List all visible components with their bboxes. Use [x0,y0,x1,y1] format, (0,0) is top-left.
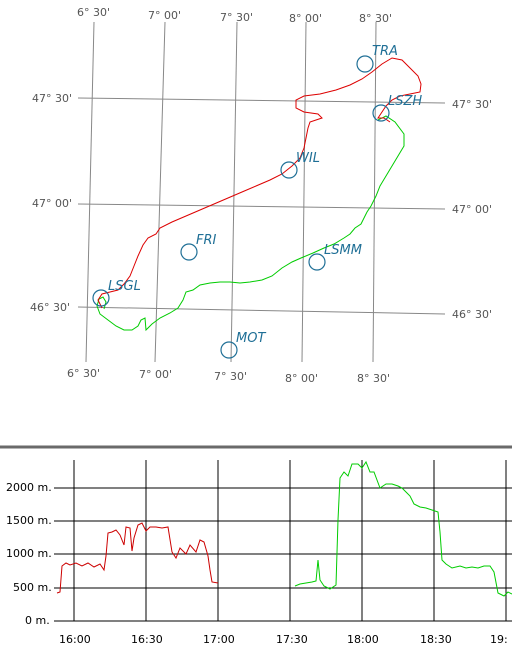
altitude-grid [54,487,512,622]
lat-label-right: 47° 00' [452,203,492,216]
return-track [96,115,405,332]
waypoint-lsmm-marker[interactable] [308,253,326,271]
waypoint-label: LSMM [324,243,362,258]
lon-label-bottom: 8° 30' [357,372,390,385]
longitude-grid [85,21,377,363]
time-axis-label: 17:30 [276,633,308,646]
waypoint-label: TRA [372,44,398,59]
waypoints [92,55,390,359]
lon-label-bottom: 7° 00' [139,368,172,381]
lon-label-bottom: 8° 00' [285,372,318,385]
waypoint-fri-marker[interactable] [180,243,198,261]
time-axis-label: 18:00 [347,633,379,646]
return-altitude-line [294,460,512,597]
altitude-axis-label: 0 m. [25,614,50,627]
waypoint-label: LSZH [388,94,422,109]
outbound-altitude-line [56,522,219,594]
time-axis-label: 19: [490,633,508,646]
outbound-track [97,57,422,309]
lon-label-top: 7° 00' [148,9,181,22]
lon-label-top: 7° 30' [220,11,253,24]
waypoint-tra-marker[interactable] [356,55,374,73]
meridian-8-00 [301,21,307,363]
altitude-axis-label: 2000 m. [6,481,52,494]
meridian-7-30 [230,21,238,363]
lat-label-left: 46° 30' [30,301,70,314]
altitude-axis-label: 1000 m. [6,547,52,560]
meridian-8-30 [372,21,377,363]
profile-plot-area [54,457,512,622]
altitude-axis-label: 1500 m. [6,514,52,527]
meridian-6-30 [85,21,95,363]
waypoint-label: LSGL [108,279,141,294]
lon-label-bottom: 6° 30' [67,367,100,380]
lat-label-right: 47° 30' [452,98,492,111]
lon-label-bottom: 7° 30' [214,370,247,383]
waypoint-label: FRI [196,233,217,248]
time-axis-label: 16:00 [59,633,91,646]
lat-label-right: 46° 30' [452,308,492,321]
waypoint-label: MOT [236,331,266,346]
parallel-47-30 [77,97,446,104]
lat-label-left: 47° 30' [32,92,72,105]
waypoint-lszh-marker[interactable] [372,104,390,122]
altitude-profile: 2000 m. 1500 m. 1000 m. 500 m. 0 m. 16:0… [6,457,512,646]
route-map: 6° 30' 7° 00' 7° 30' 8° 00' 8° 30' 6° 30… [30,6,492,385]
latitude-grid [77,97,446,315]
waypoint-mot-marker[interactable] [220,341,238,359]
waypoint-label: WIL [296,151,320,166]
lon-label-top: 8° 00' [289,12,322,25]
time-axis-label: 16:30 [131,633,163,646]
parallel-46-30 [77,306,446,315]
lon-label-top: 8° 30' [359,12,392,25]
meridian-7-00 [154,21,166,363]
lon-label-top: 6° 30' [77,6,110,19]
parallel-47-00 [77,203,446,210]
time-axis-label: 17:00 [203,633,235,646]
waypoint-wil-marker[interactable] [280,161,298,179]
time-axis-label: 18:30 [420,633,452,646]
waypoint-lsgl-marker[interactable] [92,289,110,307]
lat-label-left: 47° 00' [32,197,72,210]
altitude-axis-label: 500 m. [13,581,52,594]
